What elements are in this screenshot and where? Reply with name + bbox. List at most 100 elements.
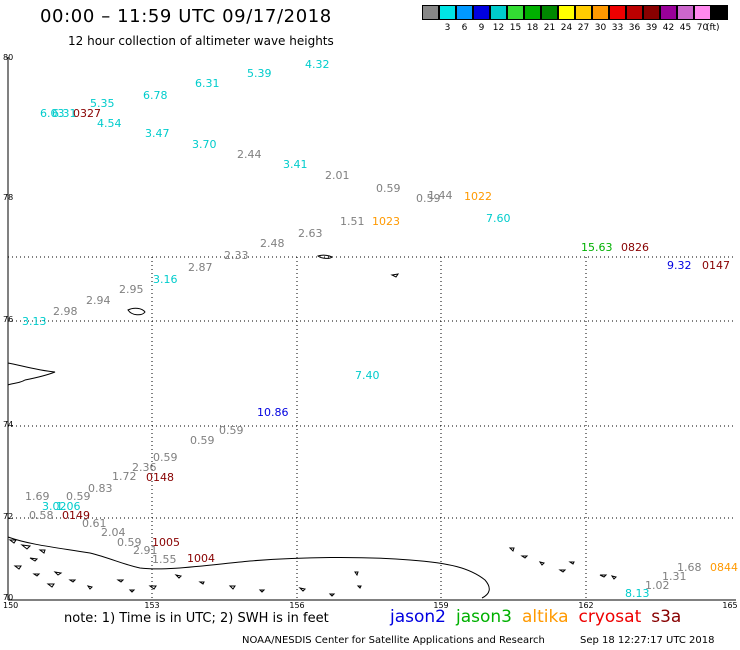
legend-label: 27 <box>577 23 590 33</box>
legend-unit-label: (ft) <box>706 23 720 33</box>
swh-observation: 1.31 <box>662 570 687 583</box>
satellite-jason2: jason2 <box>390 607 446 627</box>
swh-observation: 1.06 <box>56 500 81 513</box>
legend-swatch <box>575 5 592 20</box>
satellite-s3a: s3a <box>651 607 682 627</box>
x-tick-156: 156 <box>289 601 304 610</box>
legend-label: 42 <box>662 23 675 33</box>
legend-swatch <box>507 5 524 20</box>
swh-observation: 0.59 <box>416 192 441 205</box>
x-tick-153: 153 <box>144 601 159 610</box>
swh-observation: 0149 <box>62 509 90 522</box>
legend-swatch <box>439 5 456 20</box>
legend-label: 39 <box>645 23 658 33</box>
swh-observation: 0.59 <box>153 451 178 464</box>
ice-island-a <box>316 254 333 259</box>
satellite-altika: altika <box>522 607 569 627</box>
swh-observation: 2.01 <box>325 169 350 182</box>
banks-island-coast <box>7 362 56 386</box>
swh-observation: 6.78 <box>143 89 168 102</box>
swh-observation: 1022 <box>464 190 492 203</box>
swh-observation: 0.83 <box>88 482 113 495</box>
swh-observation: 0.59 <box>376 182 401 195</box>
swh-observation: 0.59 <box>219 424 244 437</box>
swh-observation: 3.41 <box>283 158 308 171</box>
legend-swatch <box>626 5 643 20</box>
swh-observation: 0826 <box>621 241 649 254</box>
x-tick-162: 162 <box>578 601 593 610</box>
legend-label: 36 <box>628 23 641 33</box>
swh-observation: 1005 <box>152 536 180 549</box>
map-gridlines <box>8 256 736 600</box>
page-subtitle: 12 hour collection of altimeter wave hei… <box>68 34 334 48</box>
page-title: 00:00 – 11:59 UTC 09/17/2018 <box>40 6 332 27</box>
swh-observation: 1.72 <box>112 470 137 483</box>
swh-observation: 2.87 <box>188 261 213 274</box>
swh-observation: 2.98 <box>53 305 78 318</box>
generation-timestamp: Sep 18 12:27:17 UTC 2018 <box>580 635 715 646</box>
x-tick-150: 150 <box>3 601 18 610</box>
swh-observation: 4.32 <box>305 58 330 71</box>
swh-observation: 0.59 <box>117 536 142 549</box>
legend-swatch <box>456 5 473 20</box>
legend-swatch <box>490 5 507 20</box>
legend-swatch <box>558 5 575 20</box>
swh-observation: 0.61 <box>82 517 107 530</box>
y-tick-80: 80 <box>3 53 13 62</box>
legend-swatch <box>660 5 677 20</box>
swh-observation: 0148 <box>146 471 174 484</box>
legend-label: 45 <box>679 23 692 33</box>
alaska-north-slope-coast <box>7 536 490 599</box>
swh-observation: 2.63 <box>298 227 323 240</box>
legend-swatch <box>422 5 439 20</box>
swh-observation: 1.68 <box>677 561 702 574</box>
swh-observation: 6.31 <box>195 77 220 90</box>
swh-observation: 1.44 <box>428 189 453 202</box>
swh-observation: 2.95 <box>119 283 144 296</box>
swh-observation: 3.70 <box>192 138 217 151</box>
legend-swatch <box>473 5 490 20</box>
swh-observation: 3.16 <box>153 273 178 286</box>
legend-label: 24 <box>560 23 573 33</box>
swh-observation: 1.55 <box>152 553 177 566</box>
axis-tick-labels: 150 153 156 159 162 165 80 78 76 74 72 7… <box>3 53 738 610</box>
y-tick-72: 72 <box>3 512 13 521</box>
swh-observation: 8.13 <box>625 587 650 600</box>
swh-observation: 15.63 <box>581 241 613 254</box>
swh-observation: 0.58 <box>29 509 54 522</box>
swh-observation: 0.59 <box>190 434 215 447</box>
swh-observation: 1.69 <box>25 490 50 503</box>
legend-swatch <box>711 5 728 20</box>
legend-swatch <box>643 5 660 20</box>
legend-label: 6 <box>461 23 468 33</box>
y-tick-70: 70 <box>3 593 13 602</box>
swh-observation: 0844 <box>710 561 738 574</box>
swh-observation: 0327 <box>73 107 101 120</box>
legend-label: 33 <box>611 23 624 33</box>
legend-swatch <box>524 5 541 20</box>
legend-swatch <box>541 5 558 20</box>
swh-observation: 1023 <box>372 215 400 228</box>
satellite-jason3: jason3 <box>456 607 512 627</box>
satellite-cryosat: cryosat <box>578 607 642 627</box>
swh-observation: 1004 <box>187 552 215 565</box>
y-tick-78: 78 <box>3 193 13 202</box>
satellite-key: jason2 jason3 altika cryosat s3a <box>390 607 691 627</box>
y-tick-76: 76 <box>3 315 13 324</box>
swh-observation: 5.35 <box>90 97 115 110</box>
swh-observation: 1.02 <box>645 579 670 592</box>
coastline <box>7 254 490 599</box>
swh-observation: 5.39 <box>247 67 272 80</box>
swh-observation: 6.31 <box>52 107 77 120</box>
legend-label: 15 <box>509 23 522 33</box>
swh-observation: 2.48 <box>260 237 285 250</box>
legend-label: 9 <box>478 23 485 33</box>
y-tick-74: 74 <box>3 420 13 429</box>
swh-observation: 3.02 <box>42 500 67 513</box>
legend-swatch <box>677 5 694 20</box>
swh-observation: 3.47 <box>145 127 170 140</box>
legend-label: 70 <box>696 23 709 33</box>
ice-island-b <box>390 273 400 278</box>
x-tick-159: 159 <box>433 601 448 610</box>
